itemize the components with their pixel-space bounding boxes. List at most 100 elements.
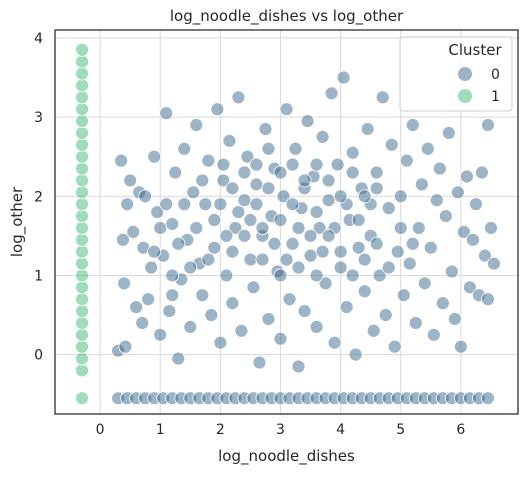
data-point-cluster-0	[285, 197, 300, 212]
y-tick-label: 0	[34, 348, 43, 364]
data-point-cluster-0	[309, 157, 324, 172]
data-point-cluster-0	[357, 284, 372, 299]
data-point-cluster-0	[120, 197, 135, 212]
legend-marker-cluster-0	[458, 67, 472, 81]
data-point-cluster-0	[183, 260, 198, 275]
data-point-cluster-0	[375, 90, 390, 105]
data-point-cluster-0	[240, 149, 255, 164]
data-point-cluster-0	[324, 86, 339, 101]
data-point-cluster-0	[135, 316, 150, 330]
data-point-cluster-0	[216, 157, 231, 172]
data-point-cluster-0	[384, 137, 399, 152]
data-point-cluster-0	[429, 193, 444, 208]
data-point-cluster-0	[273, 213, 288, 227]
data-point-cluster-0	[219, 268, 234, 283]
data-point-cluster-0	[288, 141, 303, 156]
data-point-cluster-0	[201, 252, 216, 267]
data-point-cluster-0	[201, 153, 216, 168]
data-point-cluster-0	[366, 323, 381, 338]
legend-box	[399, 36, 513, 112]
data-point-cluster-1	[75, 54, 89, 69]
data-point-cluster-0	[183, 320, 198, 334]
data-point-cluster-0	[165, 217, 180, 231]
data-point-cluster-0	[138, 189, 153, 204]
data-point-cluster-1	[75, 292, 89, 307]
data-point-cluster-0	[276, 189, 291, 204]
data-point-cluster-1	[75, 149, 89, 164]
data-point-cluster-0	[481, 118, 495, 132]
data-point-cluster-1	[75, 391, 89, 406]
data-point-cluster-0	[273, 268, 288, 283]
data-point-cluster-0	[297, 173, 312, 188]
data-point-cluster-0	[231, 205, 246, 220]
data-point-cluster-0	[420, 141, 435, 156]
legend-marker-cluster-1	[458, 89, 472, 103]
data-point-cluster-1	[75, 161, 89, 176]
data-point-cluster-1	[75, 316, 89, 330]
data-point-cluster-0	[393, 189, 408, 204]
data-point-cluster-1	[75, 66, 89, 81]
data-point-cluster-0	[279, 102, 294, 117]
data-point-cluster-1	[75, 209, 89, 223]
data-point-cluster-0	[168, 165, 183, 180]
data-point-cluster-0	[459, 169, 474, 184]
data-point-cluster-0	[204, 308, 219, 322]
data-point-cluster-0	[327, 335, 342, 350]
data-point-cluster-0	[273, 165, 288, 180]
data-point-cluster-0	[144, 260, 159, 275]
data-point-cluster-0	[484, 221, 498, 235]
data-point-cluster-0	[417, 276, 432, 291]
data-point-cluster-0	[243, 252, 258, 267]
data-point-cluster-0	[225, 244, 240, 259]
x-tick-label: 5	[396, 422, 405, 438]
data-point-cluster-0	[481, 292, 495, 307]
data-point-cluster-0	[438, 209, 453, 223]
data-point-cluster-0	[249, 157, 264, 172]
data-point-cluster-0	[159, 197, 174, 212]
data-point-cluster-0	[165, 268, 180, 283]
data-point-cluster-0	[435, 296, 450, 311]
data-point-cluster-0	[189, 118, 204, 132]
data-point-cluster-0	[345, 165, 360, 180]
data-point-cluster-0	[309, 268, 324, 283]
x-tick-label: 2	[216, 422, 225, 438]
data-point-cluster-0	[237, 228, 252, 243]
data-point-cluster-0	[222, 133, 237, 148]
data-point-cluster-0	[411, 221, 426, 235]
data-point-cluster-0	[213, 197, 228, 212]
data-point-cluster-0	[357, 252, 372, 267]
data-point-cluster-1	[75, 232, 89, 247]
data-point-cluster-0	[399, 153, 414, 168]
data-point-cluster-0	[405, 236, 420, 251]
data-point-cluster-0	[372, 268, 387, 283]
data-point-cluster-0	[129, 300, 144, 315]
data-point-cluster-0	[402, 256, 417, 271]
data-point-cluster-0	[321, 228, 336, 243]
data-point-cluster-1	[75, 363, 89, 378]
data-point-cluster-0	[441, 126, 456, 140]
data-point-cluster-0	[315, 129, 330, 144]
data-point-cluster-0	[333, 189, 348, 204]
data-point-cluster-0	[118, 339, 133, 354]
data-point-cluster-0	[487, 256, 501, 271]
data-point-cluster-0	[357, 189, 372, 204]
data-point-cluster-0	[219, 228, 234, 243]
points	[75, 42, 501, 406]
x-tick-label: 0	[96, 422, 105, 438]
data-point-cluster-0	[291, 359, 306, 374]
data-point-cluster-0	[336, 70, 351, 85]
data-point-cluster-0	[291, 221, 306, 235]
legend-label-cluster-1: 1	[491, 89, 500, 105]
data-point-cluster-0	[351, 213, 366, 227]
data-point-cluster-0	[189, 221, 204, 235]
data-point-cluster-0	[351, 240, 366, 255]
data-point-cluster-0	[450, 185, 465, 200]
y-tick-label: 4	[34, 31, 43, 47]
data-point-cluster-0	[195, 288, 210, 303]
data-point-cluster-0	[387, 339, 402, 354]
data-point-cluster-0	[141, 292, 156, 307]
chart-title: log_noodle_dishes vs log_other	[170, 7, 404, 26]
data-point-cluster-0	[195, 173, 210, 188]
data-point-cluster-0	[117, 276, 132, 291]
data-point-cluster-0	[330, 157, 345, 172]
